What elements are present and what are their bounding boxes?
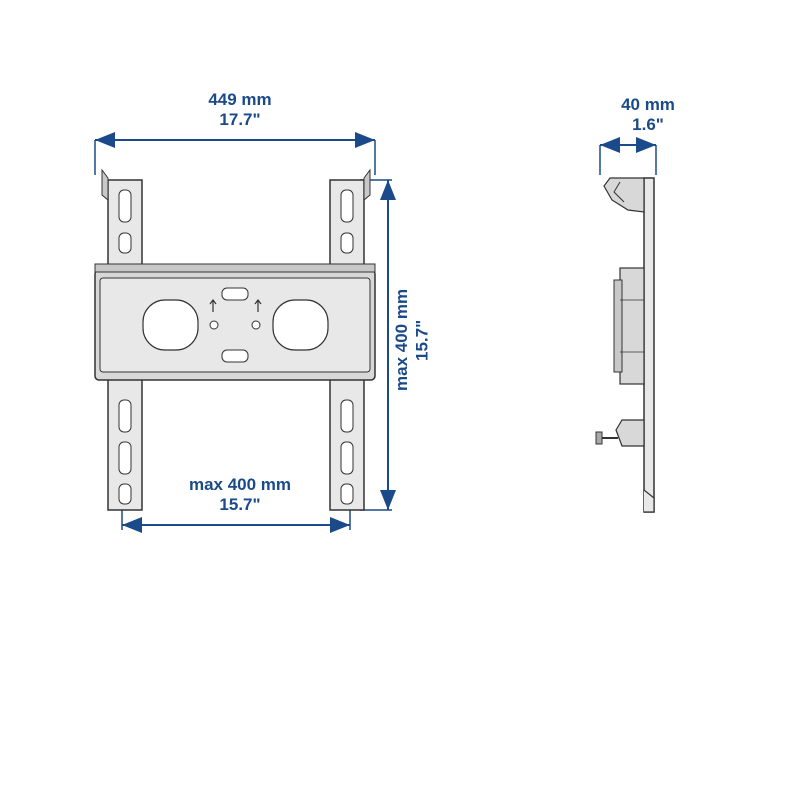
side-view bbox=[596, 145, 656, 512]
diagram-svg bbox=[0, 0, 800, 800]
wall-plate bbox=[95, 264, 375, 380]
front-view bbox=[95, 140, 392, 530]
